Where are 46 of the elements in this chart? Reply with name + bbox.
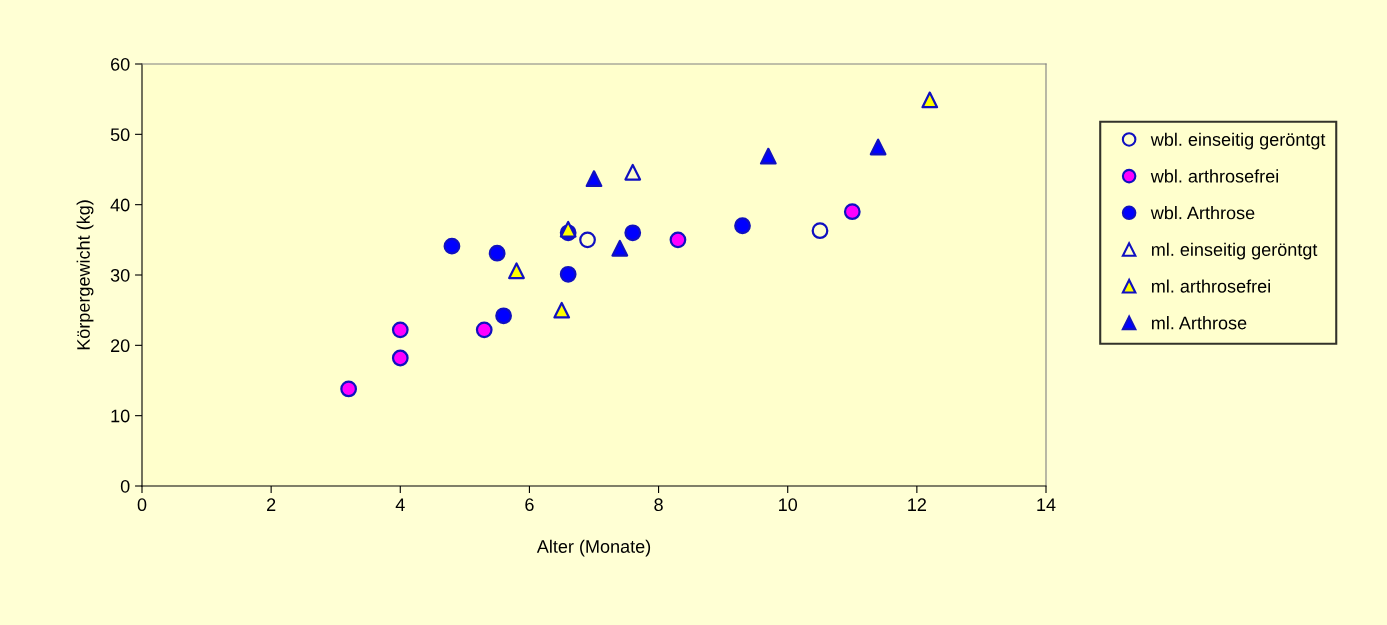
legend-label: wbl. einseitig geröntgt: [1150, 132, 1326, 150]
x-tick-label: 12: [908, 498, 926, 511]
point: [579, 231, 596, 249]
point: [585, 170, 603, 188]
x-axis-title: Alter (Monate): [536, 539, 651, 557]
point: [488, 244, 506, 262]
legend-label: ml. arthrosefrei: [1151, 279, 1270, 293]
legend-label: ml. einseitig geröntgt: [1151, 242, 1318, 260]
point: [811, 222, 829, 240]
y-axis-title: Körpergewicht (kg): [76, 200, 94, 350]
point: [759, 147, 777, 165]
x-tick-label: 14: [1037, 498, 1056, 511]
point: [624, 163, 642, 181]
point: [340, 380, 358, 398]
x-tick-label: 6: [525, 498, 534, 512]
point: [869, 138, 887, 156]
legend-label: wbl. Arthrose: [1150, 206, 1255, 220]
y-tick-label: 40: [110, 198, 130, 212]
x-tick-label: 8: [654, 498, 663, 512]
point: [559, 265, 577, 283]
legend-label: ml. Arthrose: [1151, 316, 1247, 330]
y-tick-label: 0: [120, 479, 130, 493]
x-tick-label: 10: [779, 498, 798, 512]
x-tick-label: 2: [267, 498, 276, 511]
point: [391, 321, 409, 339]
point: [495, 307, 512, 325]
point: [624, 224, 642, 242]
point: [669, 231, 687, 249]
point: [553, 301, 571, 319]
point: [611, 239, 629, 257]
x-tick-label: 4: [395, 498, 405, 511]
point: [475, 321, 493, 339]
y-tick-label: 30: [110, 268, 130, 282]
y-tick-label: 50: [110, 128, 130, 142]
legend-label: wbl. arthrosefrei: [1150, 169, 1279, 183]
y-tick-label: 20: [111, 339, 130, 353]
point: [508, 262, 525, 280]
x-tick-label: 0: [137, 498, 147, 512]
point: [921, 91, 939, 109]
point: [443, 237, 461, 255]
point: [391, 349, 409, 367]
y-tick-label: 10: [111, 409, 130, 423]
point: [734, 217, 751, 235]
point: [843, 203, 861, 221]
y-tick-label: 60: [111, 57, 130, 71]
point: [559, 220, 577, 238]
